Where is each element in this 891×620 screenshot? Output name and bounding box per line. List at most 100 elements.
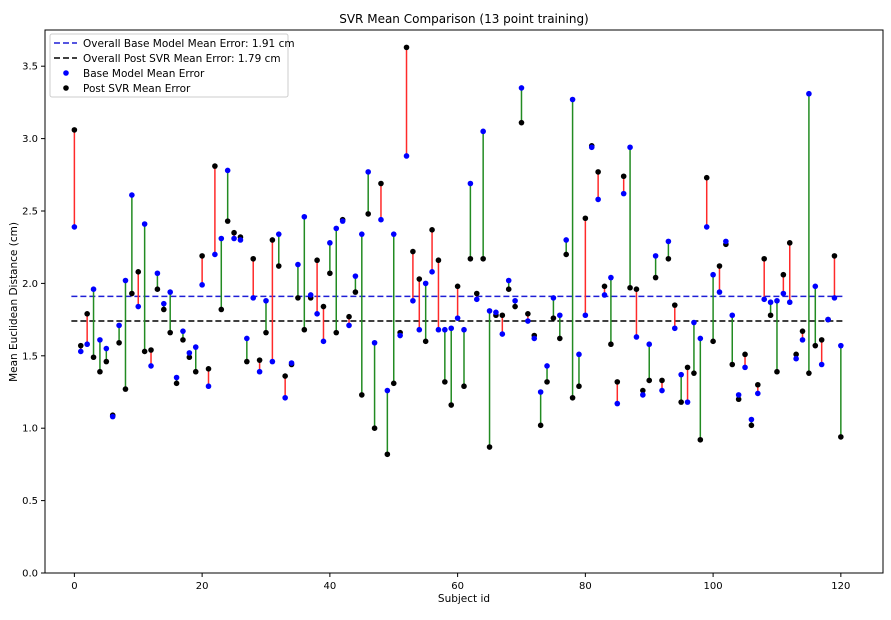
post-svr-point bbox=[410, 248, 416, 255]
post-svr-point bbox=[135, 269, 142, 275]
post-svr-point bbox=[71, 127, 78, 133]
post-svr-point bbox=[442, 379, 448, 385]
base-model-point bbox=[825, 316, 831, 323]
post-svr-point bbox=[378, 180, 384, 187]
post-svr-point bbox=[467, 255, 474, 262]
base-model-point bbox=[307, 292, 314, 298]
base-model-point bbox=[774, 297, 780, 304]
base-model-point bbox=[301, 213, 308, 220]
post-svr-point bbox=[512, 303, 518, 310]
post-svr-point bbox=[774, 368, 780, 375]
post-svr-point bbox=[557, 335, 563, 342]
post-svr-point bbox=[403, 44, 410, 51]
post-svr-point bbox=[250, 255, 257, 262]
post-svr-point bbox=[218, 306, 225, 313]
base-model-point bbox=[818, 361, 825, 368]
base-model-point bbox=[748, 416, 755, 423]
post-svr-point bbox=[563, 251, 569, 258]
base-model-point bbox=[135, 303, 142, 310]
post-svr-point bbox=[473, 290, 480, 297]
post-svr-point bbox=[671, 302, 678, 308]
post-svr-point bbox=[263, 329, 269, 336]
post-svr-point bbox=[461, 383, 467, 390]
post-svr-point bbox=[640, 387, 646, 394]
post-svr-point bbox=[212, 163, 218, 169]
post-svr-point bbox=[346, 313, 352, 320]
post-svr-point bbox=[84, 311, 90, 317]
base-model-point bbox=[793, 355, 799, 362]
base-model-point bbox=[537, 389, 544, 395]
post-svr-point bbox=[710, 338, 716, 345]
base-model-point bbox=[378, 216, 384, 223]
post-svr-point bbox=[314, 257, 320, 264]
base-model-point bbox=[480, 128, 486, 135]
y-tick-label: 3.0 bbox=[22, 134, 38, 145]
post-svr-point bbox=[627, 284, 633, 291]
legend-box bbox=[49, 33, 289, 98]
base-model-point bbox=[205, 383, 212, 390]
y-tick-label: 1.5 bbox=[22, 351, 38, 362]
base-model-point bbox=[422, 280, 429, 287]
post-svr-point bbox=[122, 386, 129, 392]
base-model-point bbox=[256, 368, 263, 375]
base-model-point bbox=[212, 251, 218, 258]
base-model-point bbox=[652, 253, 659, 259]
base-model-point bbox=[103, 345, 110, 352]
base-model-point bbox=[544, 363, 550, 369]
base-model-point bbox=[97, 337, 103, 343]
base-model-point bbox=[640, 392, 646, 398]
post-svr-point bbox=[812, 342, 819, 349]
post-svr-point bbox=[231, 229, 237, 236]
base-model-point bbox=[327, 240, 333, 246]
base-model-point bbox=[812, 283, 819, 290]
post-svr-point bbox=[691, 370, 697, 376]
base-model-point bbox=[231, 235, 237, 242]
post-svr-point bbox=[799, 328, 806, 334]
y-tick-label: 2.0 bbox=[22, 279, 38, 290]
base-model-point bbox=[314, 311, 320, 317]
base-model-point bbox=[84, 341, 90, 348]
legend: Overall Base Model Mean Error: 1.91 cm O… bbox=[49, 33, 295, 98]
base-model-point bbox=[71, 224, 78, 230]
base-model-point bbox=[755, 390, 761, 397]
base-model-point bbox=[269, 358, 276, 365]
post-svr-point bbox=[327, 270, 333, 277]
x-tick-label: 120 bbox=[831, 581, 850, 592]
post-svr-point bbox=[806, 370, 812, 376]
base-model-point bbox=[684, 399, 691, 405]
post-svr-point bbox=[295, 295, 301, 301]
base-model-point bbox=[365, 169, 371, 175]
post-svr-point bbox=[422, 338, 429, 345]
base-model-point bbox=[192, 344, 199, 350]
base-model-point bbox=[359, 231, 365, 237]
post-svr-point bbox=[244, 358, 250, 365]
post-svr-point bbox=[601, 283, 608, 290]
base-model-point bbox=[505, 277, 512, 284]
base-model-point bbox=[499, 331, 506, 337]
base-model-point bbox=[397, 332, 403, 339]
base-model-point bbox=[403, 153, 410, 159]
post-svr-point bbox=[480, 255, 486, 262]
base-model-point bbox=[461, 326, 467, 333]
post-svr-point bbox=[665, 255, 672, 262]
base-model-point bbox=[288, 360, 295, 366]
y-tick-label: 0.0 bbox=[22, 569, 38, 580]
post-svr-point bbox=[269, 237, 276, 243]
post-svr-point bbox=[786, 240, 793, 246]
post-svr-point bbox=[454, 283, 461, 290]
base-model-point bbox=[448, 325, 455, 332]
base-model-point bbox=[90, 286, 97, 292]
base-model-point bbox=[224, 167, 231, 174]
base-model-point bbox=[429, 269, 435, 275]
base-model-point bbox=[588, 144, 595, 151]
base-model-point bbox=[116, 322, 122, 329]
base-model-point bbox=[371, 339, 378, 346]
x-axis-ticks: 0 20 40 60 80 100 120 bbox=[71, 573, 850, 592]
base-model-point bbox=[410, 297, 416, 304]
base-model-point bbox=[275, 231, 282, 237]
post-svr-point bbox=[735, 396, 742, 403]
post-svr-point bbox=[256, 357, 263, 363]
post-svr-point bbox=[205, 366, 212, 372]
x-tick-label: 60 bbox=[451, 581, 464, 592]
post-svr-point bbox=[320, 303, 327, 310]
